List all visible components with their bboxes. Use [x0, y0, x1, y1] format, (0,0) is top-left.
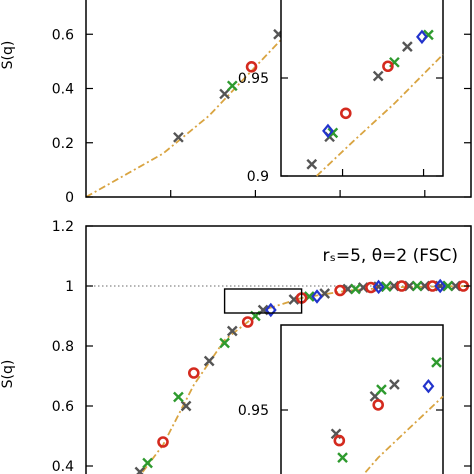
top-panel: 0 0.2 0.4 0.6 S(q) 0.9 0.95 — [0, 0, 472, 206]
top-inset-gray-x-point-0 — [306, 158, 318, 170]
bottom-red-circle-point-6 — [395, 280, 408, 292]
top-inset-gray-x-point-2 — [372, 70, 384, 82]
top-inset-y-tick-label-1: 0.95 — [238, 71, 269, 87]
bottom-green-x-point-6 — [380, 281, 392, 292]
bottom-inset-red-circle-point-1 — [372, 399, 385, 411]
top-inset-y-tick-label-0: 0.9 — [247, 169, 269, 185]
bottom-blue-diamond-point-2 — [372, 279, 385, 295]
top-inset-y-axis: 0.9 0.95 — [238, 71, 443, 185]
bottom-inset-y-axis: 0.95 — [238, 403, 443, 419]
top-gray-x-point-0 — [173, 131, 184, 143]
bottom-green-x-point-1 — [173, 391, 184, 403]
bottom-y-axis: 0.4 0.6 0.8 1 1.2 — [52, 219, 471, 474]
bottom-red-circle-point-4 — [334, 284, 346, 297]
bottom-y-tick-label-3: 1 — [65, 279, 74, 295]
bottom-gray-x-point-3 — [226, 325, 238, 337]
bottom-inset-red-circle-point-0 — [333, 434, 346, 447]
bottom-gray-x-point-0 — [134, 466, 146, 474]
bottom-inset-blue-diamond-point-0 — [422, 378, 435, 394]
top-x-axis — [170, 190, 426, 197]
top-inset-blue-diamond-point-1 — [416, 29, 428, 45]
bottom-blue-diamond-point-3 — [434, 278, 447, 294]
bottom-panel-frame — [85, 225, 472, 474]
bottom-panel: 0.4 0.6 0.8 1 1.2 S(q) rₛ=5, θ=2 (FSC) 0.95 — [0, 219, 472, 474]
top-inset-gray-x-point-3 — [402, 41, 413, 52]
top-inset-blue-diamond-point-0 — [322, 123, 334, 139]
bottom-gray-x-point-2 — [203, 355, 215, 367]
top-green-x-point-0 — [226, 80, 238, 92]
bottom-inset-frame — [280, 324, 444, 474]
top-y-tick-label-2: 0.4 — [52, 82, 74, 98]
bottom-y-axis-label: S(q) — [0, 360, 16, 389]
bottom-blue-diamond-point-1 — [311, 289, 323, 304]
top-red-circle-point-0 — [245, 61, 258, 73]
bottom-inset: 0.95 — [238, 324, 444, 474]
top-y-axis: 0 0.2 0.4 0.6 — [52, 27, 471, 206]
top-y-axis-label: S(q) — [0, 41, 16, 70]
bottom-inset-green-x-point-0 — [337, 452, 348, 463]
bottom-y-tick-label-1: 0.6 — [52, 399, 74, 415]
top-inset-red-circle-point-1 — [382, 60, 394, 73]
bottom-zoom-box — [223, 288, 303, 314]
top-y-tick-label-0: 0 — [65, 190, 74, 206]
bottom-blue-diamond-point-0 — [264, 302, 277, 318]
bottom-inset-fit-curve — [362, 395, 444, 474]
bottom-y-tick-label-4: 1.2 — [52, 219, 74, 235]
top-inset-frame — [280, 0, 444, 177]
bottom-red-circle-point-2 — [241, 316, 254, 328]
bottom-inset-green-x-point-2 — [431, 357, 442, 368]
top-y-tick-label-3: 0.6 — [52, 27, 74, 43]
top-gray-x-point-1 — [219, 88, 230, 100]
top-inset-x-axis — [341, 169, 425, 176]
bottom-inset-y-tick-label-0: 0.95 — [238, 403, 269, 419]
bottom-green-x-point-8 — [442, 280, 454, 292]
bottom-fit-curve — [139, 285, 472, 474]
bottom-gray-x-point-1 — [180, 400, 192, 412]
bottom-y-tick-label-0: 0.4 — [52, 459, 74, 474]
bottom-green-x-point-5 — [350, 283, 361, 295]
top-inset-fit-curve — [315, 53, 444, 177]
bottom-red-circle-point-1 — [188, 367, 200, 379]
top-inset-red-circle-point-0 — [339, 107, 352, 120]
bottom-panel-annotation: rₛ=5, θ=2 (FSC) — [323, 246, 458, 266]
top-inset: 0.9 0.95 — [238, 0, 444, 185]
bottom-green-x-point-0 — [142, 457, 153, 469]
bottom-red-circle-point-0 — [157, 436, 169, 448]
top-y-tick-label-1: 0.2 — [52, 136, 74, 152]
bottom-green-x-point-2 — [219, 337, 230, 349]
bottom-green-x-point-7 — [411, 280, 423, 292]
bottom-inset-green-x-point-1 — [376, 384, 387, 395]
bottom-y-tick-label-2: 0.8 — [52, 339, 74, 355]
bottom-inset-gray-x-point-2 — [389, 379, 400, 390]
